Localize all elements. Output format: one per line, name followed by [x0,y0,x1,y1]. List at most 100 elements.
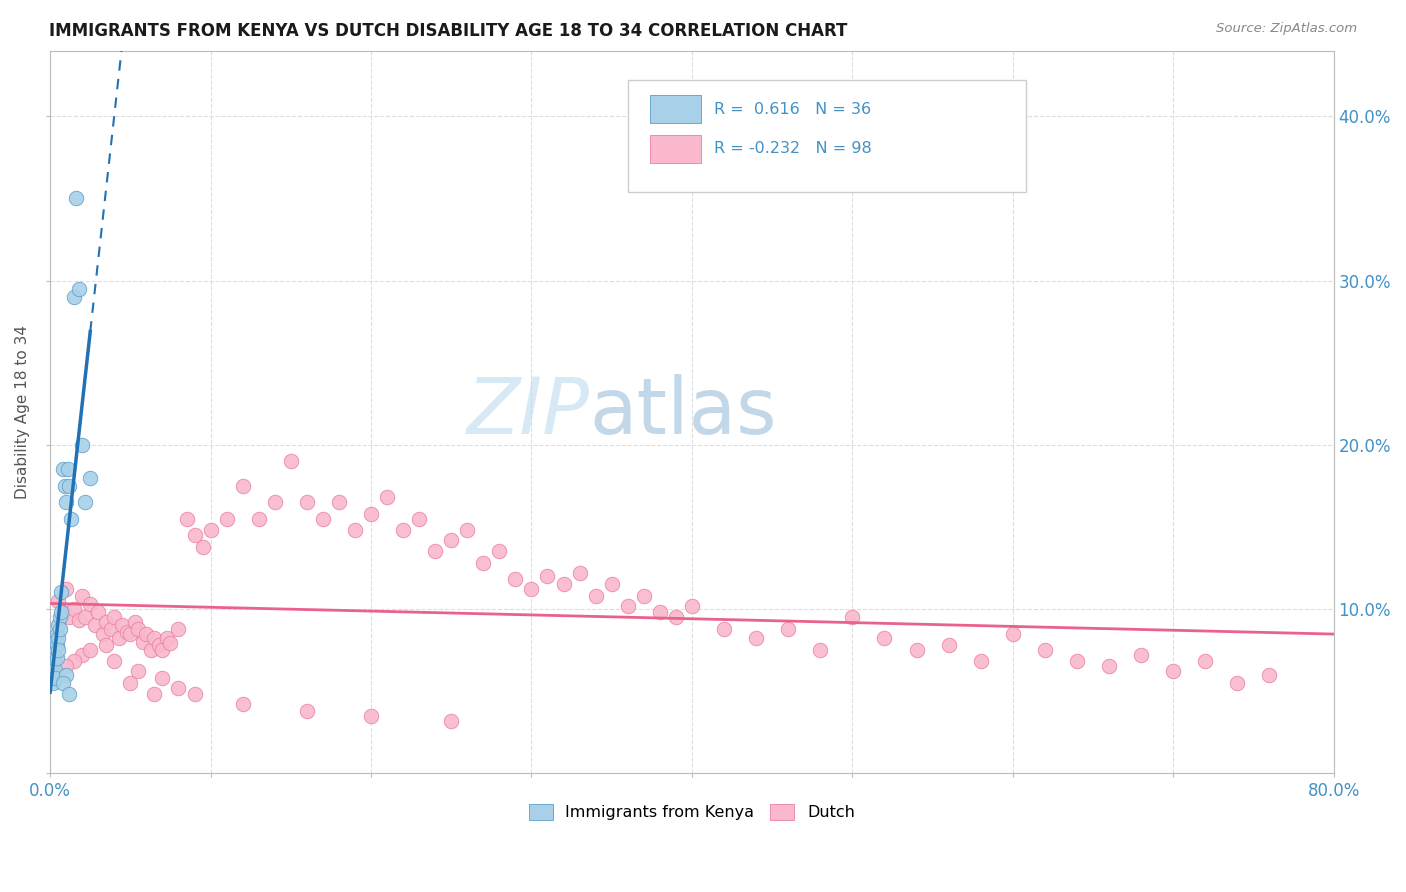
Point [55,582,77,597]
Point [44,651,66,665]
Point [111,618,134,632]
Point [295,495,318,509]
Point [42,667,65,681]
Point [87,605,110,619]
Point [46,632,69,646]
Point [778,622,800,636]
Point [1066,655,1088,669]
Point [1033,643,1056,657]
Point [100,622,122,636]
Point [143,632,166,646]
Point [167,681,190,695]
Point [156,632,179,646]
Point [183,687,205,701]
Point [42,675,65,690]
Point [648,605,671,619]
Point [536,569,558,583]
Point [108,632,131,646]
Point [1001,626,1024,640]
Point [905,643,928,657]
Point [41,659,63,673]
Bar [650,95,700,123]
Point [312,511,335,525]
Point [75,495,97,509]
Point [51,585,73,599]
Point [91,626,114,640]
Point [58,687,80,701]
Point [67,282,90,296]
Point [52,675,75,690]
Point [167,622,190,636]
Point [46,643,69,657]
Point [505,572,527,586]
Text: atlas: atlas [589,374,776,450]
Point [375,490,398,504]
Point [159,636,181,650]
Point [191,540,214,554]
Point [488,544,510,558]
Point [600,577,623,591]
Point [1226,675,1249,690]
Point [232,697,254,711]
Point [44,671,66,685]
Point [295,704,318,718]
Point [67,614,90,628]
Point [41,648,63,662]
Point [152,671,174,685]
Point [247,511,270,525]
Point [873,632,896,646]
Point [55,659,77,673]
Text: IMMIGRANTS FROM KENYA VS DUTCH DISABILITY AGE 18 TO 34 CORRELATION CHART: IMMIGRANTS FROM KENYA VS DUTCH DISABILIT… [49,22,848,40]
Point [440,714,463,728]
Point [41,671,63,685]
Point [58,610,80,624]
Point [124,615,146,629]
Point [472,556,495,570]
Y-axis label: Disability Age 18 to 34: Disability Age 18 to 34 [15,325,30,499]
Point [425,544,447,558]
Point [616,599,638,613]
Point [585,589,607,603]
Point [79,643,101,657]
Point [103,610,125,624]
Point [408,511,430,525]
Point [200,523,222,537]
Point [51,605,73,619]
Point [45,626,67,640]
Point [46,618,69,632]
Point [52,462,75,476]
Point [1130,648,1153,662]
Point [148,638,170,652]
Point [392,523,415,537]
Point [46,593,69,607]
Point [63,602,86,616]
Point [49,610,72,624]
Point [183,528,205,542]
Text: R = -0.232   N = 98: R = -0.232 N = 98 [714,142,872,156]
Point [44,663,66,677]
Point [1161,665,1184,679]
Point [280,454,302,468]
Point [42,655,65,669]
Point [745,632,768,646]
Point [79,470,101,484]
Point [141,643,163,657]
Point [215,511,238,525]
Point [520,582,543,597]
Point [1258,667,1281,681]
Point [45,638,67,652]
Point [440,533,463,547]
Point [938,638,960,652]
Point [70,648,93,662]
Point [143,687,166,701]
Bar [650,136,700,162]
Point [115,624,138,639]
Point [132,634,155,648]
Point [360,708,382,723]
Text: Source: ZipAtlas.com: Source: ZipAtlas.com [1216,22,1357,36]
Point [96,615,118,629]
Point [55,667,77,681]
Point [120,626,142,640]
Text: R =  0.616   N = 36: R = 0.616 N = 36 [714,102,870,117]
Point [103,655,125,669]
